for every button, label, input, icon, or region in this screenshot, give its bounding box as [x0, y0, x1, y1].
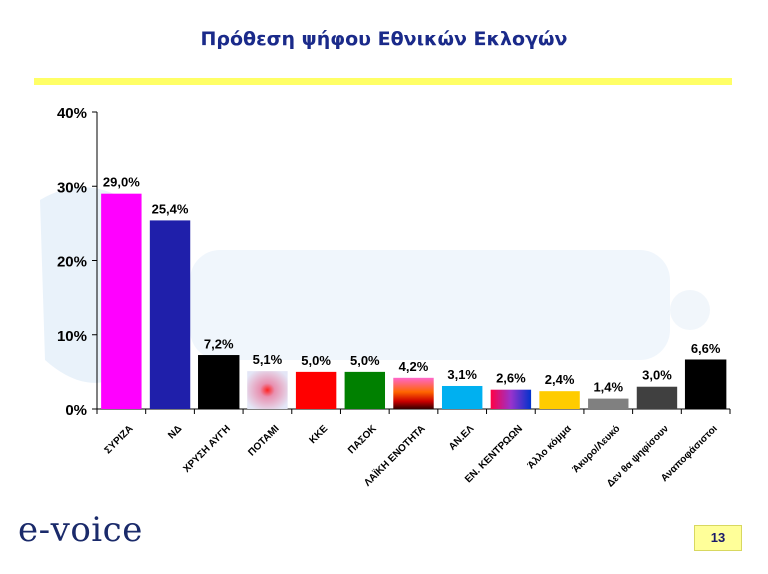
value-label: 3,0%	[642, 368, 672, 383]
bar-11	[588, 398, 629, 409]
value-label: 5,0%	[301, 353, 331, 368]
value-label: 25,4%	[152, 201, 189, 216]
category-label: ΠΑΣΟΚ	[346, 423, 379, 456]
bar-7	[393, 377, 434, 409]
bar-4	[247, 371, 288, 409]
bar-3	[198, 355, 240, 410]
category-label: ΚΚΕ	[308, 423, 331, 446]
category-label: ΑΝ.ΕΛ	[447, 423, 477, 453]
bar-13	[684, 359, 727, 410]
y-tick-label: 0%	[65, 402, 87, 419]
value-label: 4,2%	[399, 359, 429, 374]
bar-5	[295, 371, 337, 409]
category-label: Άλλο κόμμα	[526, 423, 575, 472]
value-label: 6,6%	[691, 341, 721, 356]
title-underline-bar	[34, 78, 732, 85]
bar-chart: 0% 10% 20% 30% 40% 29,0% 25,4% 7,2% 5,1% 5,0% 5,0…	[57, 105, 731, 490]
bar-9	[490, 389, 532, 409]
category-label: Άκυρο/Λευκό	[571, 423, 623, 475]
bar-1	[101, 193, 142, 409]
e-voice-logo: e-voice	[18, 510, 143, 550]
bar-10	[539, 391, 580, 409]
y-tick-label: 30%	[57, 179, 87, 196]
y-tick-label: 20%	[57, 254, 87, 271]
category-label: ΧΡΥΣΗ ΑΥΓΗ	[181, 423, 233, 475]
value-label: 5,0%	[350, 353, 380, 368]
chart-title: Πρόθεση ψήφου Εθνικών Εκλογών	[200, 28, 568, 50]
value-label: 29,0%	[103, 175, 140, 190]
y-tick-label: 40%	[57, 105, 87, 122]
value-labels: 29,0% 25,4% 7,2% 5,1% 5,0% 5,0% 4,2% 3,1% 2,6% 2,…	[103, 175, 721, 395]
value-label: 2,4%	[545, 372, 575, 387]
y-tick-label: 10%	[57, 328, 87, 345]
category-label: ΝΔ	[166, 423, 184, 441]
bar-12	[636, 386, 678, 409]
value-label: 3,1%	[447, 367, 477, 382]
bar-6	[344, 371, 386, 409]
bar-2	[149, 220, 191, 409]
category-label: ΣΥΡΙΖΑ	[103, 423, 136, 456]
value-label: 1,4%	[593, 380, 623, 395]
category-label: ΠΟΤΑΜΙ	[246, 423, 281, 458]
value-label: 2,6%	[496, 371, 526, 386]
bars	[101, 193, 727, 410]
page-number-badge: 13	[694, 525, 742, 551]
bar-8	[441, 385, 483, 409]
value-label: 5,1%	[253, 352, 283, 367]
value-label: 7,2%	[204, 337, 234, 352]
